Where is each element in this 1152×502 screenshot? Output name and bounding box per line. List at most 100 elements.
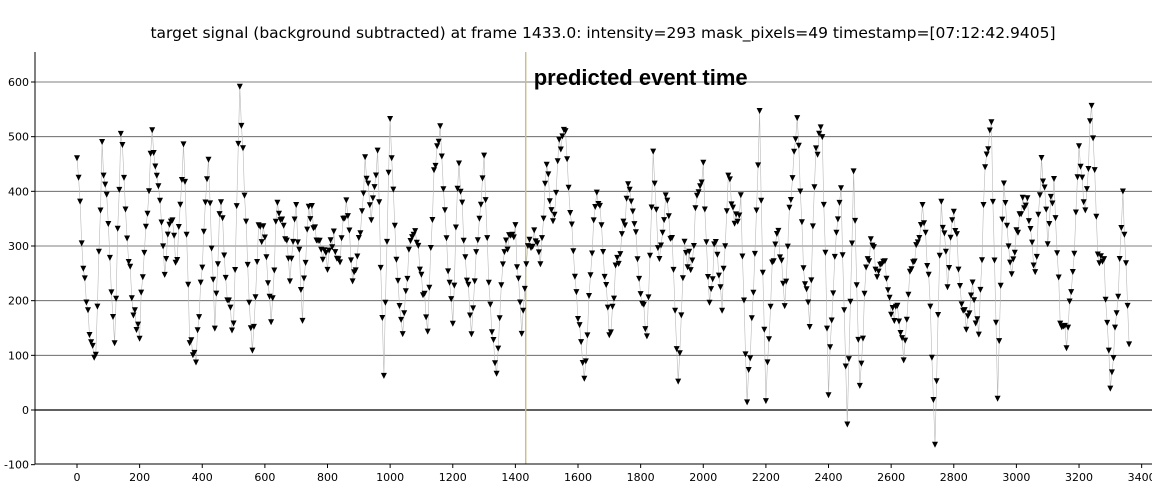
data-point	[83, 299, 90, 306]
data-point	[856, 382, 863, 389]
data-point	[695, 189, 702, 196]
data-point	[953, 231, 960, 238]
data-point	[178, 177, 185, 183]
data-point	[369, 195, 376, 202]
data-point	[308, 203, 315, 209]
data-point	[97, 207, 104, 214]
data-point	[930, 397, 937, 403]
data-point	[770, 258, 777, 265]
data-point	[496, 315, 503, 322]
data-point	[831, 253, 838, 260]
data-point	[712, 239, 719, 245]
data-point	[1096, 260, 1103, 267]
data-point	[274, 199, 281, 206]
data-point	[149, 127, 156, 134]
data-point	[659, 229, 666, 236]
data-point	[994, 395, 1001, 402]
data-point	[767, 303, 774, 310]
data-point	[219, 215, 226, 222]
data-point	[301, 275, 307, 282]
data-point	[809, 223, 816, 230]
data-point	[236, 83, 243, 90]
data-point	[690, 243, 697, 249]
data-point	[678, 312, 685, 319]
event-marker-group: predicted event time	[525, 52, 748, 464]
data-point	[427, 245, 434, 251]
data-point	[1087, 118, 1093, 125]
data-point	[858, 360, 865, 367]
data-point	[100, 172, 107, 179]
data-point	[986, 127, 993, 134]
data-point	[845, 356, 852, 363]
data-point	[780, 280, 787, 287]
data-point	[368, 217, 375, 224]
data-point	[672, 307, 679, 314]
data-point	[360, 190, 367, 197]
data-point	[1055, 274, 1062, 281]
data-point	[451, 282, 458, 289]
data-point	[377, 264, 384, 271]
data-point	[232, 267, 239, 273]
data-point	[197, 279, 204, 286]
data-point	[200, 228, 207, 235]
data-point	[191, 349, 198, 356]
data-point	[238, 122, 245, 129]
data-point	[221, 252, 228, 259]
y-tick-label: 0	[22, 404, 29, 417]
data-point	[514, 264, 520, 271]
data-point	[290, 238, 297, 245]
data-point	[348, 257, 354, 264]
data-point	[669, 235, 675, 241]
data-point	[1063, 345, 1070, 352]
data-point	[642, 326, 649, 333]
data-point	[244, 261, 251, 268]
data-point	[1082, 207, 1089, 214]
data-point	[272, 218, 279, 225]
data-point	[363, 175, 370, 182]
series-line	[76, 86, 1130, 445]
x-tick-label: 1400	[501, 471, 529, 484]
data-point	[235, 140, 242, 147]
data-point	[607, 329, 614, 336]
data-point	[539, 235, 545, 242]
data-point	[503, 237, 509, 244]
data-point	[927, 303, 934, 310]
data-point	[665, 213, 672, 220]
data-point	[617, 251, 624, 258]
data-point	[784, 243, 791, 250]
data-point	[958, 301, 965, 308]
data-point	[575, 316, 581, 322]
data-point	[996, 338, 1003, 345]
data-point	[521, 285, 528, 292]
data-point	[1044, 241, 1051, 248]
data-point	[371, 184, 378, 191]
data-point	[916, 235, 923, 241]
data-point	[1097, 253, 1104, 260]
data-point	[874, 274, 881, 281]
data-point	[476, 215, 483, 222]
data-point	[473, 249, 480, 256]
data-point	[750, 289, 757, 296]
x-tick-label: 0	[74, 471, 81, 484]
data-point	[335, 256, 342, 263]
data-point	[975, 331, 982, 338]
data-point	[102, 181, 109, 188]
data-point	[1123, 260, 1129, 267]
data-point	[119, 142, 126, 148]
data-point	[183, 231, 190, 238]
data-point	[288, 255, 295, 262]
data-point	[89, 342, 96, 349]
data-point	[706, 299, 713, 306]
data-point	[568, 221, 575, 228]
data-point	[611, 295, 617, 302]
data-point	[636, 275, 643, 282]
data-point	[1116, 256, 1123, 262]
data-point	[833, 229, 840, 236]
data-point	[470, 305, 477, 312]
data-point	[742, 351, 749, 358]
data-point	[1040, 178, 1046, 185]
data-point	[550, 218, 556, 225]
data-point	[1004, 222, 1010, 229]
data-point	[961, 307, 968, 314]
data-point	[792, 136, 799, 143]
